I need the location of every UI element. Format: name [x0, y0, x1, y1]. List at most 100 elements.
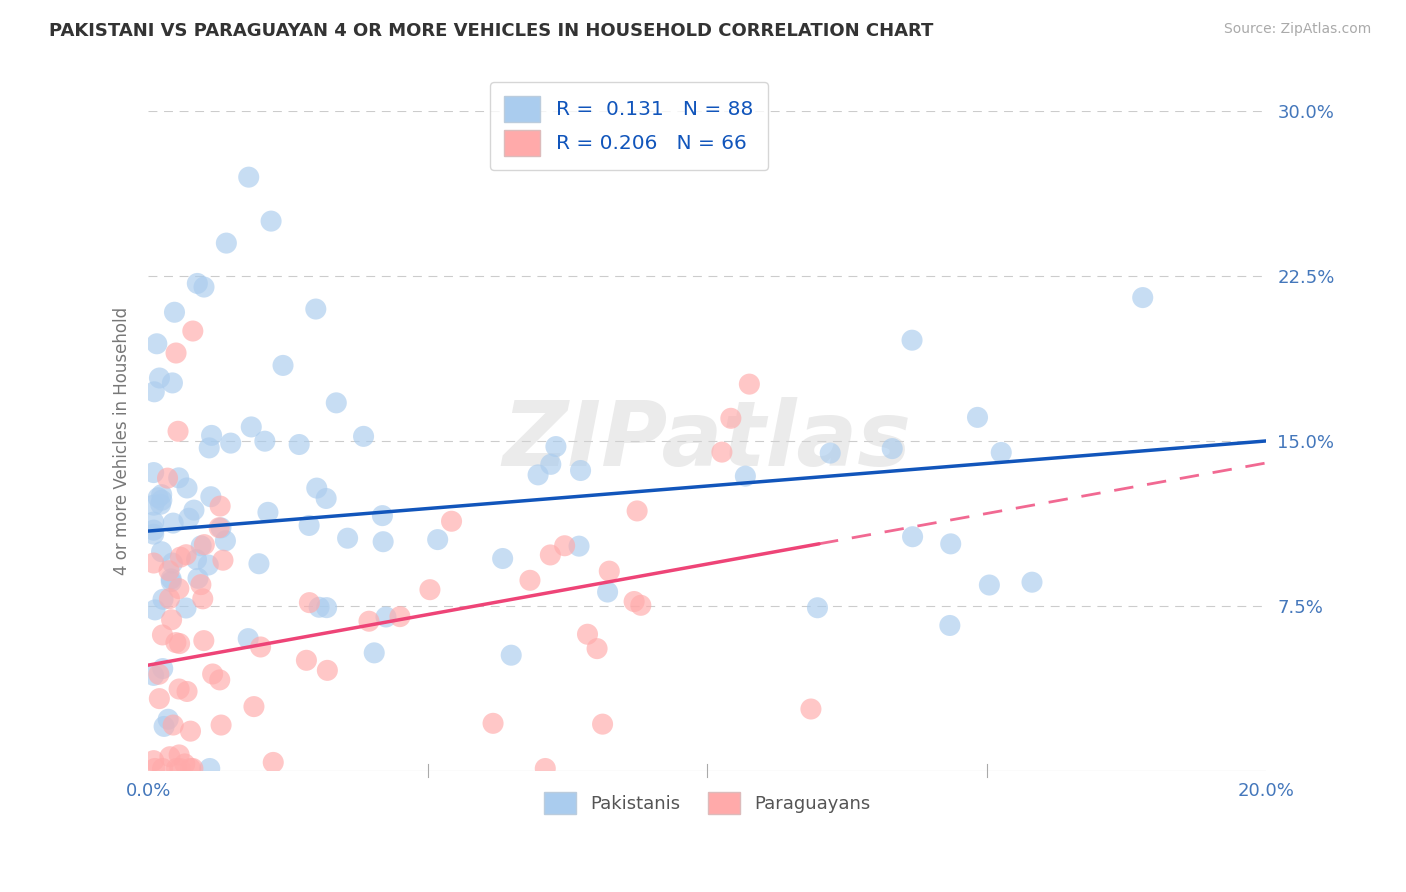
Point	[990, 445, 1012, 459]
Point	[212, 553, 235, 567]
Point	[882, 442, 904, 456]
Point	[305, 481, 328, 495]
Point	[197, 558, 219, 572]
Point	[167, 424, 190, 438]
Point	[501, 648, 523, 663]
Point	[148, 371, 170, 385]
Point	[540, 458, 562, 472]
Point	[295, 653, 318, 667]
Point	[544, 440, 567, 454]
Point	[315, 600, 337, 615]
Point	[209, 499, 232, 513]
Point	[179, 724, 201, 739]
Point	[260, 214, 283, 228]
Point	[1021, 575, 1043, 590]
Point	[193, 280, 215, 294]
Point	[160, 613, 183, 627]
Point	[630, 599, 652, 613]
Point	[181, 324, 204, 338]
Point	[167, 582, 190, 596]
Point	[626, 504, 648, 518]
Point	[734, 469, 756, 483]
Point	[174, 548, 197, 562]
Point	[200, 428, 222, 442]
Point	[262, 756, 284, 770]
Point	[426, 533, 449, 547]
Point	[257, 505, 280, 519]
Point	[253, 434, 276, 449]
Point	[208, 521, 231, 535]
Point	[315, 491, 337, 506]
Point	[167, 747, 190, 762]
Point	[298, 596, 321, 610]
Point	[162, 516, 184, 530]
Point	[174, 601, 197, 615]
Point	[440, 514, 463, 528]
Point	[596, 585, 619, 599]
Point	[150, 488, 173, 502]
Legend: Pakistanis, Paraguayans: Pakistanis, Paraguayans	[536, 785, 879, 821]
Point	[569, 463, 592, 477]
Point	[146, 491, 169, 505]
Point	[271, 359, 294, 373]
Point	[214, 533, 236, 548]
Point	[186, 552, 208, 566]
Point	[193, 633, 215, 648]
Point	[142, 527, 165, 541]
Point	[152, 628, 174, 642]
Point	[159, 749, 181, 764]
Point	[592, 717, 614, 731]
Point	[152, 762, 174, 776]
Point	[152, 592, 174, 607]
Point	[143, 762, 166, 776]
Point	[554, 539, 576, 553]
Point	[806, 600, 828, 615]
Point	[371, 508, 394, 523]
Point	[238, 632, 260, 646]
Point	[143, 384, 166, 399]
Point	[142, 523, 165, 537]
Point	[142, 466, 165, 480]
Point	[149, 497, 172, 511]
Point	[586, 641, 609, 656]
Point	[353, 429, 375, 443]
Point	[150, 493, 173, 508]
Point	[1132, 291, 1154, 305]
Text: Source: ZipAtlas.com: Source: ZipAtlas.com	[1223, 22, 1371, 37]
Point	[177, 511, 200, 525]
Point	[979, 578, 1001, 592]
Point	[576, 627, 599, 641]
Point	[167, 471, 190, 485]
Point	[163, 305, 186, 319]
Point	[308, 600, 330, 615]
Point	[209, 718, 232, 732]
Point	[200, 490, 222, 504]
Point	[247, 557, 270, 571]
Point	[519, 574, 541, 588]
Point	[901, 333, 924, 347]
Point	[148, 667, 170, 681]
Point	[209, 521, 232, 535]
Point	[215, 236, 238, 251]
Point	[818, 446, 841, 460]
Text: PAKISTANI VS PARAGUAYAN 4 OR MORE VEHICLES IN HOUSEHOLD CORRELATION CHART: PAKISTANI VS PARAGUAYAN 4 OR MORE VEHICL…	[49, 22, 934, 40]
Point	[156, 471, 179, 485]
Point	[142, 754, 165, 768]
Point	[534, 762, 557, 776]
Point	[146, 336, 169, 351]
Point	[152, 662, 174, 676]
Point	[527, 467, 550, 482]
Point	[491, 551, 513, 566]
Point	[148, 691, 170, 706]
Point	[165, 346, 187, 360]
Point	[316, 664, 339, 678]
Point	[363, 646, 385, 660]
Point	[166, 762, 188, 776]
Point	[939, 618, 962, 632]
Point	[160, 572, 183, 586]
Point	[249, 640, 271, 654]
Point	[336, 531, 359, 545]
Point	[939, 537, 962, 551]
Point	[538, 548, 561, 562]
Point	[598, 564, 620, 578]
